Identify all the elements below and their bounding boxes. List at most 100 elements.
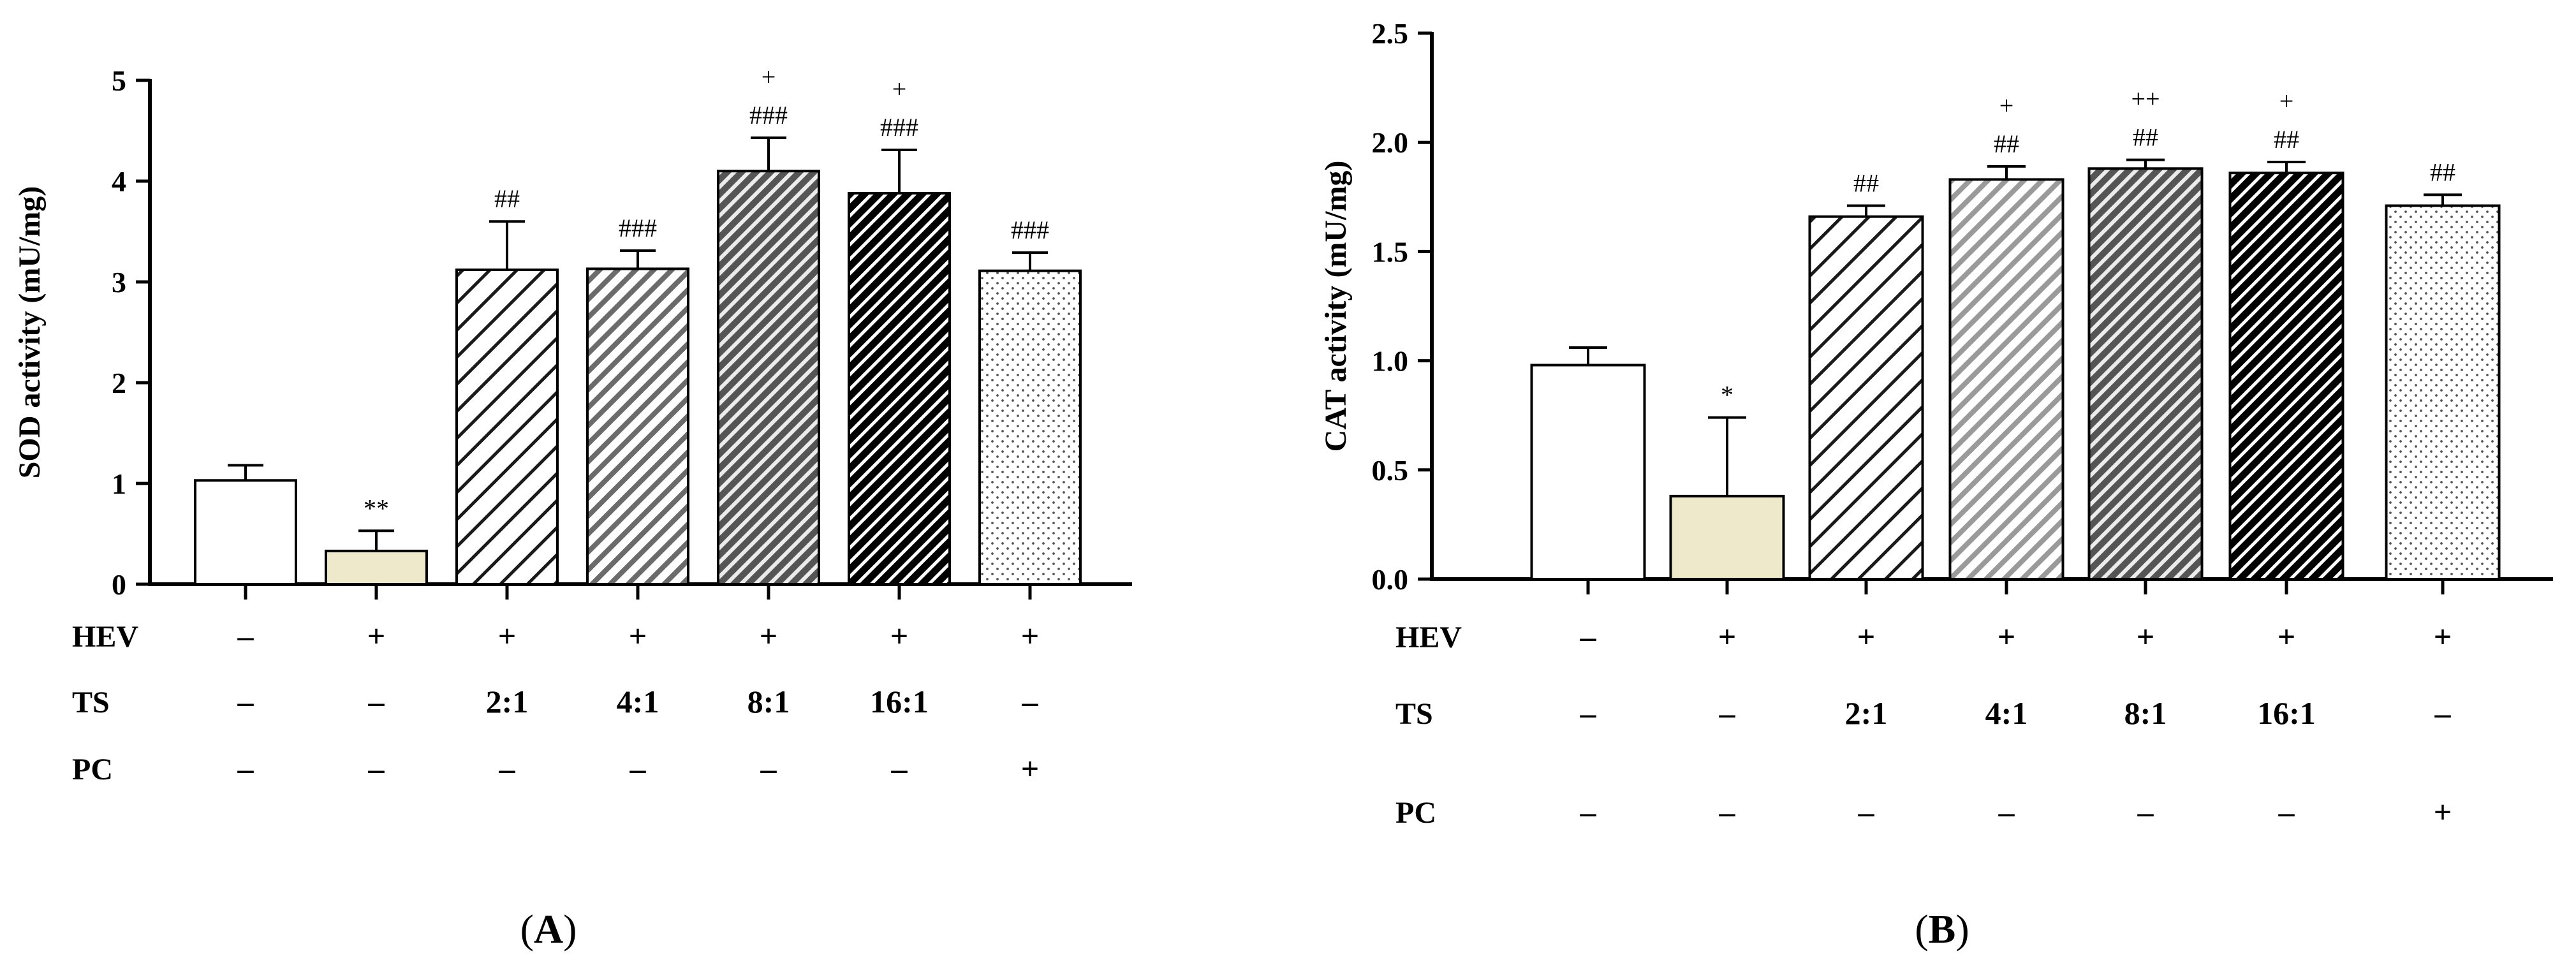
panel-a-condition-value: – [368,684,385,719]
panel-a-significance-label: ### [880,113,918,142]
panel-b-condition-row-label: PC [1395,796,1436,830]
panel-a-condition-value: + [890,618,909,654]
panel-b-y-tick-label: 0.0 [1372,563,1409,596]
panel-b-condition-value: 16:1 [2257,695,2316,731]
panel-a-significance-label: + [892,75,907,103]
panel-b-y-tick-label: 1.5 [1372,235,1409,268]
panel-b-condition-value: + [1998,619,2016,654]
panel-b-significance-label: + [1999,91,2014,120]
panel-b-bar [1669,494,1785,580]
panel-b-bar [2087,167,2204,580]
panel-a-condition-value: – [237,618,254,654]
panel-a-y-tick-label: 5 [112,64,126,97]
panel-b-condition-row-label: HEV [1395,621,1462,654]
panel-b-condition-value: – [1580,695,1597,731]
panel-a-caption-open: ( [520,906,534,952]
panel-a-significance-label: ** [364,494,389,522]
panel-a-bar [717,170,820,585]
panel-b-condition-value: – [1998,794,2015,830]
panel-a-condition-value: + [760,618,778,654]
panel-a-y-axis-label: SOD activity (mU/mg) [13,186,47,479]
panel-a-condition-row-label: TS [72,686,110,719]
panel-b-condition-value: – [2137,794,2154,830]
panel-a-condition-value: – [760,751,777,786]
panel-b-condition-value: + [2434,794,2452,830]
panel-a-condition-value: – [237,684,254,719]
panel-a-bar [455,269,559,585]
panel-b-condition-value: – [1719,794,1736,830]
panel-a-y-tick-label: 3 [112,266,126,298]
panel-a-condition-value: 8:1 [747,684,790,719]
panel-a-condition-row-label: PC [72,753,113,786]
panel-b-significance-label: ++ [2131,85,2160,114]
panel-a-significance-label: ### [619,214,657,242]
panel-a-y-tick-label: 2 [112,367,126,399]
panel-b-significance-label: ## [1853,168,1879,197]
panel-b-condition-value: – [1580,794,1597,830]
panel-b-condition-value: – [1719,695,1736,731]
panel-b-y-tick-label: 2.5 [1372,17,1409,50]
panel-a-condition-value: 16:1 [870,684,929,719]
panel-a-caption-letter: A [534,906,563,952]
panel-b-condition-row-label: TS [1395,697,1433,731]
panel-a-condition-value: 2:1 [486,684,529,719]
panel-a-condition-value: + [1021,751,1040,786]
panel-a-significance-label: ### [749,101,788,129]
panel-b-y-tick-label: 2.0 [1372,126,1409,159]
panel-b-caption-letter: B [1929,906,1956,952]
panel-b-significance-label: * [1721,381,1733,409]
panel-b-bar [1808,215,1924,580]
panel-a-y-tick-label: 0 [112,568,126,601]
panel-a-condition-value: – [629,751,647,786]
panel-a-significance-label: ## [494,184,520,213]
panel-b-caption-close: ) [1955,906,1969,952]
panel-a-condition-value: – [891,751,908,786]
panel-a-condition-value: – [499,751,516,786]
panel-b-condition-value: + [2278,619,2296,654]
panel-a-condition-value: – [368,751,385,786]
panel-b-significance-label: ## [2274,125,2299,154]
panel-a-condition-value: – [1022,684,1039,719]
panel-a-condition-value: + [1021,618,1040,654]
panel-a-y-tick-label: 4 [112,165,126,198]
panel-a-condition-value: + [367,618,386,654]
panel-a-significance-label: + [762,63,776,91]
panel-a-bar [978,269,1082,585]
panel-b-bar [1948,178,2064,580]
panel-b-condition-value: + [1857,619,1876,654]
panel-b-significance-label: ## [2430,158,2455,186]
panel-b-y-tick-label: 1.0 [1372,345,1409,378]
panel-b-caption-open: ( [1915,906,1928,952]
panel-b-condition-value: – [1580,619,1597,654]
panel-a-condition-value: – [237,751,254,786]
panel-b-condition-value: 4:1 [1985,695,2028,731]
panel-b: 0.0 0.5 1.0 1.5 2.0 2.5 CAT activity (mU/mg) * #… [1319,17,2553,952]
panel-a-condition-value: + [629,618,647,654]
panel-b-significance-label: + [2279,87,2294,115]
panel-a-condition-row-label: HEV [72,620,138,654]
panel-a-bar [586,267,689,585]
panel-a-condition-value: + [498,618,517,654]
panel-b-y-tick-label: 0.5 [1372,454,1409,487]
panel-b-condition-value: 2:1 [1845,695,1888,731]
panel-b-condition-value: + [1718,619,1737,654]
panel-a-caption-close: ) [563,906,577,952]
panel-b-condition-value: 8:1 [2124,695,2167,731]
panel-b-significance-label: ## [1994,129,2019,158]
panel-a-y-tick-label: 1 [112,468,126,500]
panel-a-caption: (A) [520,906,577,952]
panel-a-bar [848,191,951,585]
panel-b-significance-label: ## [2133,123,2158,152]
panel-b-condition-value: + [2137,619,2155,654]
panel-a-significance-label: ### [1011,216,1049,244]
panel-b-bar [2228,172,2344,580]
panel-b-bar [2385,204,2501,581]
panel-b-caption: (B) [1915,906,1969,952]
panel-a-condition-value: 4:1 [617,684,659,719]
panel-a-bar [325,549,428,585]
panel-b-condition-value: – [2434,695,2452,731]
panel-a-bar [194,479,297,586]
panel-b-condition-value: – [1858,794,1875,830]
